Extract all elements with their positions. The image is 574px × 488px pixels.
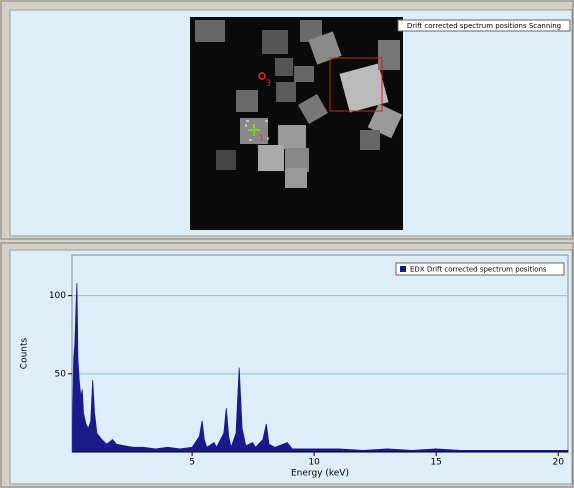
marker-label: 1	[259, 134, 264, 143]
y-tick-label: 100	[49, 291, 66, 301]
x-tick-label: 15	[430, 458, 441, 468]
x-axis-label: Energy (keV)	[291, 469, 349, 479]
x-tick-label: 5	[189, 458, 195, 468]
x-tick-label: 10	[308, 458, 320, 468]
window: 3 1 Drift corrected spectrum positions S…	[0, 0, 574, 488]
plot: 50 100 5 10 15 20 Energy (keV) Counts EDX Drift …	[20, 255, 569, 479]
panel-label: Drift corrected spectrum positions Scann…	[407, 22, 561, 30]
legend-label: EDX Drift corrected spectrum positions	[410, 266, 547, 274]
marker-label: 3	[266, 79, 271, 88]
y-axis-label: Counts	[20, 337, 30, 369]
plot-area	[72, 255, 568, 452]
x-tick-label: 20	[553, 458, 565, 468]
y-tick-label: 50	[55, 369, 67, 379]
legend-swatch	[400, 266, 406, 272]
